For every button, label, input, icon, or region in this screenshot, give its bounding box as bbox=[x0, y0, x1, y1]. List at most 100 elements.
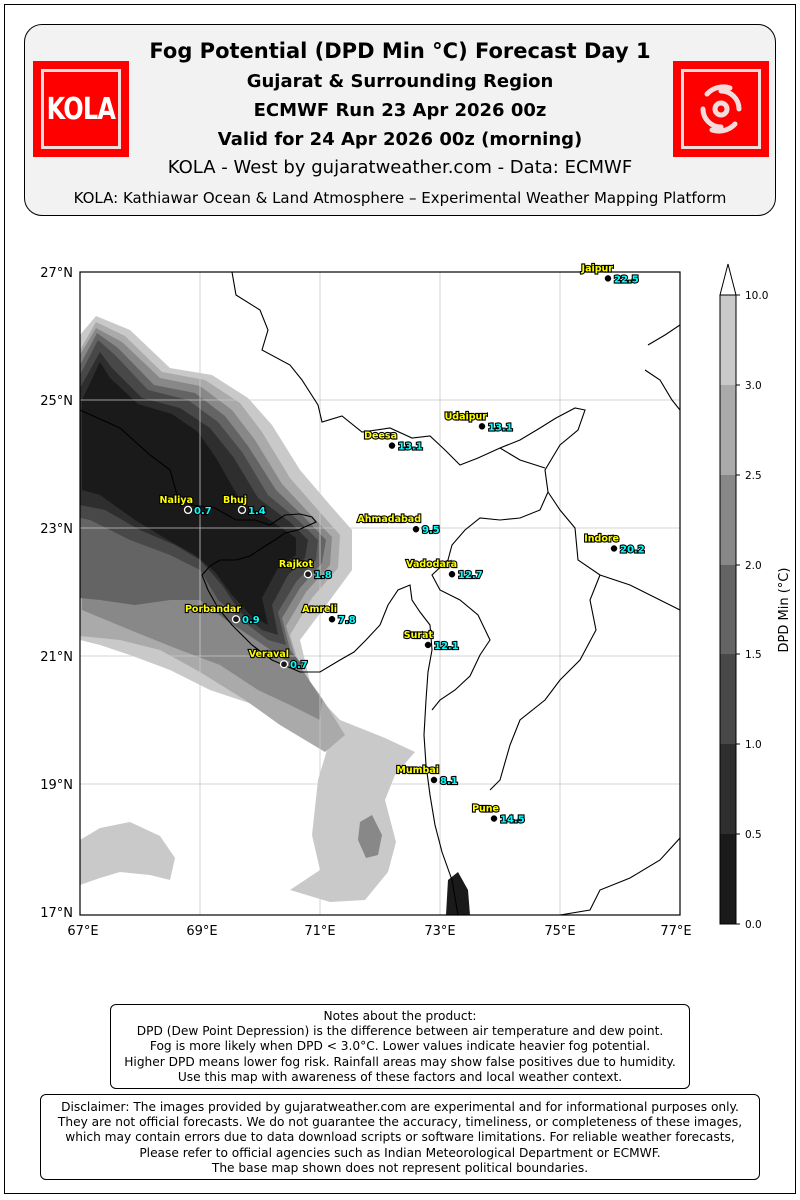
city-name-label: Ahmadabad bbox=[357, 514, 421, 525]
kola-logo: KOLA bbox=[33, 61, 129, 157]
colorbar-tick: 0.0 bbox=[745, 919, 762, 931]
city-dpd-value: 13.1 bbox=[488, 422, 513, 433]
colorbar-tick: 2.5 bbox=[745, 470, 762, 482]
city-name-label: Deesa bbox=[364, 431, 397, 442]
lon-tick-77: 77°E bbox=[660, 924, 691, 939]
disclaimer-line: which may contain errors due to data dow… bbox=[65, 1130, 735, 1145]
city-name-label: Mumbai bbox=[396, 765, 439, 776]
city-dot bbox=[237, 505, 247, 515]
city-dot bbox=[604, 275, 612, 282]
valid-time: Valid for 24 Apr 2026 00z (morning) bbox=[217, 129, 583, 150]
disclaimer-box: Disclaimer: The images provided by gujar… bbox=[40, 1094, 760, 1180]
disclaimer-line: Please refer to official agencies such a… bbox=[139, 1145, 661, 1160]
notes-line: Notes about the product: bbox=[323, 1009, 477, 1023]
cyclone-logo bbox=[673, 61, 769, 157]
colorbar-segment bbox=[720, 385, 736, 475]
lat-tick-21: 21°N bbox=[40, 650, 73, 665]
coastline bbox=[80, 409, 459, 915]
lon-tick-69: 69°E bbox=[186, 924, 217, 939]
notes-line: DPD (Dew Point Depression) is the differ… bbox=[136, 1024, 664, 1039]
colorbar-segment bbox=[720, 475, 736, 565]
city-dot bbox=[231, 615, 241, 624]
region-subtitle: Gujarat & Surrounding Region bbox=[246, 71, 554, 92]
lon-tick-71: 71°E bbox=[304, 924, 335, 939]
colorbar-tick: 3.0 bbox=[745, 380, 762, 392]
header-panel: KOLA Fog Potential (DPD Min °C) Forecast… bbox=[24, 24, 776, 216]
colorbar-segment bbox=[720, 654, 736, 744]
notes-line: Fog is more likely when DPD < 3.0°C. Low… bbox=[149, 1039, 651, 1054]
disclaimer-line: The base map shown does not represent po… bbox=[211, 1160, 589, 1175]
city-dpd-value: 0.9 bbox=[242, 615, 260, 626]
city-dpd-value: 12.7 bbox=[458, 570, 483, 581]
city-dot bbox=[303, 570, 313, 579]
city-dot bbox=[279, 660, 289, 669]
lat-tick-17: 17°N bbox=[40, 906, 73, 921]
state-border bbox=[231, 272, 586, 711]
city-dpd-value: 7.8 bbox=[338, 615, 356, 626]
contour-dpd-2.5-3.0 bbox=[80, 822, 175, 885]
map-gridlines bbox=[80, 272, 680, 915]
city-name-label: Indore bbox=[584, 533, 619, 544]
city-dpd-value: 1.8 bbox=[314, 570, 332, 581]
city-name-label: Vadodara bbox=[406, 559, 457, 570]
lon-tick-75: 75°E bbox=[544, 924, 575, 939]
city-dot bbox=[430, 776, 438, 784]
colorbar-tick: 0.5 bbox=[745, 829, 762, 841]
city-dot bbox=[328, 615, 336, 623]
colorbar-tick: 1.0 bbox=[745, 739, 762, 751]
city-name-label: Porbandar bbox=[185, 604, 241, 615]
city-dot bbox=[448, 570, 456, 578]
platform-line: KOLA: Kathiawar Ocean & Land Atmosphere … bbox=[73, 189, 727, 207]
lat-tick-25: 25°N bbox=[40, 394, 73, 409]
city-name-label: Surat bbox=[404, 630, 434, 641]
notes-box: Notes about the product: DPD (Dew Point … bbox=[110, 1004, 690, 1089]
lat-tick-19: 19°N bbox=[40, 778, 73, 793]
city-dpd-value: 12.1 bbox=[434, 641, 459, 652]
city-dot bbox=[388, 442, 396, 449]
city-dpd-value: 0.7 bbox=[194, 506, 212, 517]
colorbar: 0.0 0.5 1.0 1.5 2.0 2.5 3.0 10.0 DPD Min… bbox=[719, 263, 792, 931]
colorbar-label: DPD Min (°C) bbox=[777, 568, 792, 653]
coastlines-borders bbox=[80, 272, 680, 915]
notes-line: Use this map with awareness of these fac… bbox=[177, 1069, 623, 1084]
city-dot bbox=[412, 525, 420, 533]
model-run: ECMWF Run 23 Apr 2026 00z bbox=[253, 100, 547, 121]
page-frame bbox=[4, 4, 796, 1194]
city-markers: Jaipur22.5Udaipur13.1Deesa13.1Naliya0.7B… bbox=[158, 262, 645, 826]
city-dot bbox=[478, 423, 486, 430]
lon-tick-67: 67°E bbox=[67, 924, 98, 939]
city-dpd-value: 20.2 bbox=[620, 544, 645, 555]
lat-tick-27: 27°N bbox=[40, 266, 73, 281]
state-border bbox=[559, 324, 680, 915]
colorbar-segment bbox=[720, 834, 736, 924]
city-name-label: Pune bbox=[472, 804, 499, 815]
colorbar-segment bbox=[720, 295, 736, 385]
city-name-label: Naliya bbox=[160, 495, 193, 506]
colorbar-outline bbox=[719, 294, 737, 925]
city-dot bbox=[610, 545, 618, 552]
city-name-label: Bhuj bbox=[223, 495, 247, 506]
lat-tick-23: 23°N bbox=[40, 522, 73, 537]
city-name-label: Jaipur bbox=[581, 263, 614, 274]
map-figure: 67°E 69°E 71°E 73°E 75°E 77°E 17°N 19°N … bbox=[40, 262, 792, 939]
map-title: Fog Potential (DPD Min °C) Forecast Day … bbox=[149, 39, 651, 63]
city-name-label: Amreli bbox=[302, 604, 337, 615]
city-name-label: Rajkot bbox=[279, 559, 314, 570]
city-dpd-value: 13.1 bbox=[398, 442, 423, 453]
fog-contours bbox=[80, 316, 470, 915]
city-name-label: Veraval bbox=[249, 649, 289, 660]
city-dot bbox=[490, 815, 498, 822]
city-dot bbox=[183, 505, 193, 515]
city-dpd-value: 8.1 bbox=[440, 776, 458, 787]
city-dpd-value: 9.5 bbox=[422, 525, 440, 536]
logo-text: KOLA bbox=[46, 91, 116, 127]
state-border bbox=[499, 447, 680, 611]
colorbar-segment bbox=[720, 565, 736, 654]
contour-dpd-below-0.5 bbox=[82, 362, 296, 625]
contour-dpd-1.5-2.0 bbox=[358, 815, 382, 858]
city-dpd-value: 22.5 bbox=[614, 274, 639, 285]
city-name-label: Udaipur bbox=[445, 411, 488, 422]
colorbar-segment bbox=[720, 744, 736, 834]
map-frame bbox=[79, 271, 681, 916]
colorbar-tick: 10.0 bbox=[745, 290, 768, 302]
